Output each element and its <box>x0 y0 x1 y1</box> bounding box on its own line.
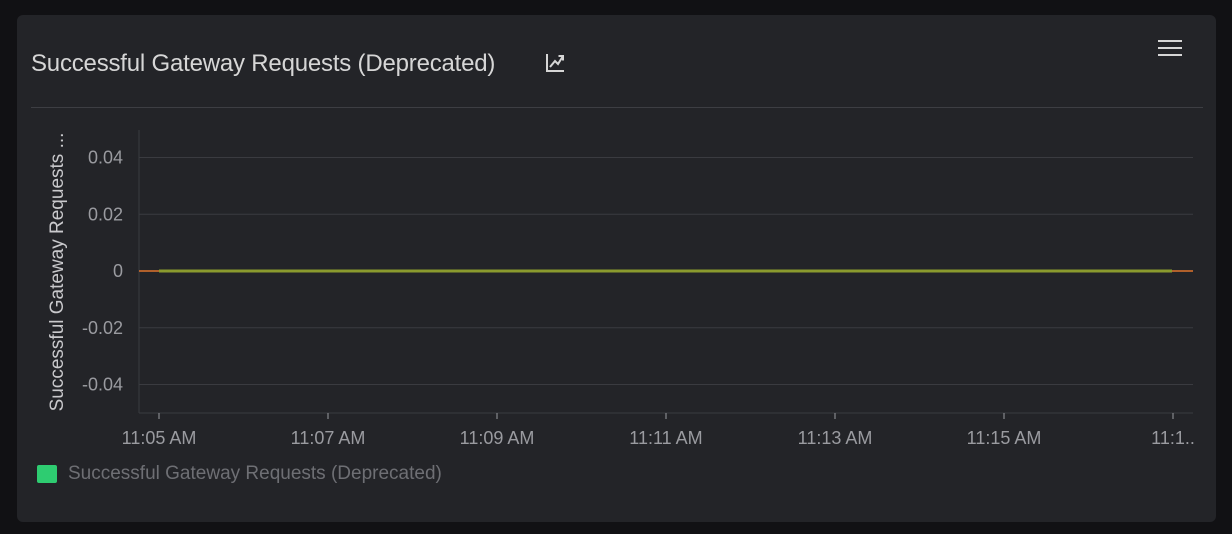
chart-panel: Successful Gateway Requests (Deprecated) <box>17 15 1216 522</box>
y-axis-label: Successful Gateway Requests ... <box>47 133 68 412</box>
x-tick-label: 11:1.. <box>1151 428 1195 448</box>
legend-swatch <box>37 465 57 483</box>
y-tick-label: 0.02 <box>88 204 123 224</box>
x-tick-label: 11:09 AM <box>460 428 535 448</box>
panel-title: Successful Gateway Requests (Deprecated) <box>31 50 496 77</box>
x-tick-label: 11:07 AM <box>291 428 366 448</box>
x-tick-label: 11:05 AM <box>122 428 197 448</box>
y-tick-label: 0.04 <box>88 148 123 168</box>
trend-chart-icon[interactable] <box>544 52 566 74</box>
y-tick-label: -0.04 <box>82 375 123 395</box>
title-divider <box>31 107 1203 108</box>
x-tick-label: 11:11 AM <box>629 428 702 448</box>
hamburger-menu-icon[interactable] <box>1157 38 1183 58</box>
x-tick-label: 11:15 AM <box>967 428 1042 448</box>
y-tick-label: -0.02 <box>82 318 123 338</box>
x-tick-label: 11:13 AM <box>798 428 873 448</box>
legend-label: Successful Gateway Requests (Deprecated) <box>68 463 442 484</box>
y-tick-label: 0 <box>113 261 123 281</box>
